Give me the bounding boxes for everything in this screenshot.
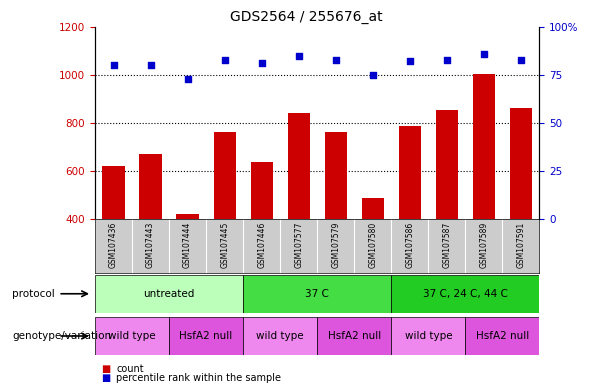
Point xyxy=(146,62,156,68)
Text: wild type: wild type xyxy=(109,331,156,341)
Bar xyxy=(95,317,169,355)
Text: 37 C: 37 C xyxy=(305,289,329,299)
Text: ■: ■ xyxy=(101,364,110,374)
Bar xyxy=(510,109,532,219)
Text: GSM107579: GSM107579 xyxy=(331,222,340,268)
Bar xyxy=(102,166,124,219)
Text: untreated: untreated xyxy=(143,289,195,299)
Text: GSM107443: GSM107443 xyxy=(146,222,155,268)
Text: HsfA2 null: HsfA2 null xyxy=(180,331,233,341)
Bar xyxy=(213,132,236,219)
Bar xyxy=(436,110,458,219)
Bar xyxy=(398,126,421,219)
Point xyxy=(442,56,452,63)
Text: wild type: wild type xyxy=(256,331,304,341)
Text: GSM107577: GSM107577 xyxy=(294,222,303,268)
Bar xyxy=(243,275,391,313)
Text: GSM107589: GSM107589 xyxy=(479,222,489,268)
Bar xyxy=(95,275,243,313)
Bar xyxy=(362,199,384,219)
Bar xyxy=(325,132,347,219)
Bar xyxy=(391,317,465,355)
Point xyxy=(405,58,415,65)
Bar xyxy=(287,113,310,219)
Bar xyxy=(177,214,199,219)
Text: GSM107446: GSM107446 xyxy=(257,222,266,268)
Text: genotype/variation: genotype/variation xyxy=(12,331,112,341)
Text: protocol: protocol xyxy=(12,289,55,299)
Point xyxy=(331,56,341,63)
Bar xyxy=(473,74,495,219)
Text: GDS2564 / 255676_at: GDS2564 / 255676_at xyxy=(230,10,383,23)
Point xyxy=(219,56,229,63)
Text: GSM107580: GSM107580 xyxy=(368,222,377,268)
Point xyxy=(479,51,489,57)
Text: GSM107591: GSM107591 xyxy=(516,222,525,268)
Bar xyxy=(465,317,539,355)
Text: percentile rank within the sample: percentile rank within the sample xyxy=(116,373,281,383)
Bar xyxy=(243,317,318,355)
Text: 37 C, 24 C, 44 C: 37 C, 24 C, 44 C xyxy=(423,289,508,299)
Text: GSM107586: GSM107586 xyxy=(405,222,414,268)
Point xyxy=(368,72,378,78)
Text: GSM107444: GSM107444 xyxy=(183,222,192,268)
Point xyxy=(257,60,267,66)
Text: wild type: wild type xyxy=(405,331,452,341)
Bar xyxy=(169,317,243,355)
Bar xyxy=(140,154,162,219)
Bar xyxy=(318,317,391,355)
Text: GSM107436: GSM107436 xyxy=(109,222,118,268)
Bar xyxy=(391,275,539,313)
Point xyxy=(294,53,303,59)
Bar xyxy=(251,162,273,219)
Text: GSM107445: GSM107445 xyxy=(220,222,229,268)
Text: GSM107587: GSM107587 xyxy=(443,222,451,268)
Point xyxy=(109,62,118,68)
Text: ■: ■ xyxy=(101,373,110,383)
Text: count: count xyxy=(116,364,144,374)
Text: HsfA2 null: HsfA2 null xyxy=(327,331,381,341)
Point xyxy=(516,56,526,63)
Point xyxy=(183,76,192,82)
Text: HsfA2 null: HsfA2 null xyxy=(476,331,529,341)
